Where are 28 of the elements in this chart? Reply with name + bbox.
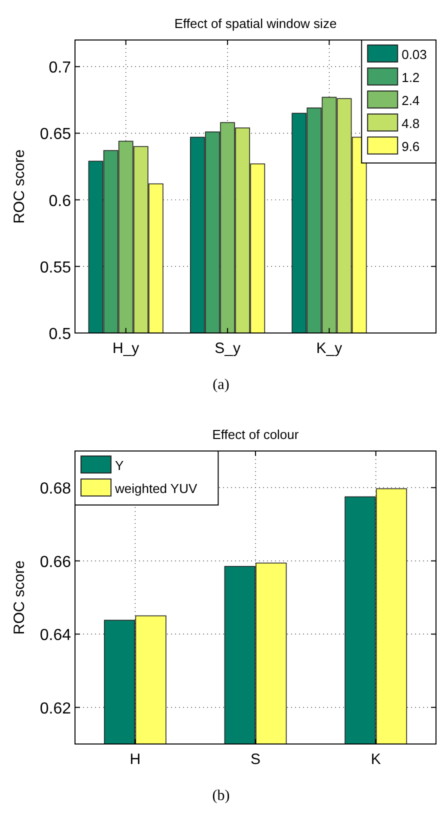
legend-label: Y [115,458,124,473]
chart-title: Effect of colour [212,427,300,442]
x-tick-label: K [370,751,381,768]
y-tick-label: 0.5 [48,326,72,343]
text: (b) [212,788,230,804]
text: (a) [212,377,230,393]
y-tick-label: 0.64 [40,627,72,644]
y-tick-label: 0.7 [48,60,72,77]
y-tick-label: 0.68 [40,480,72,498]
x-tick-label: H [130,751,141,768]
y-axis-title: ROC score [11,149,28,224]
y-tick-label: 0.66 [40,554,72,571]
legend-label: 9.6 [402,139,420,154]
chart-title: Effect of spatial window size [174,16,337,31]
legend-label: 0.03 [402,47,427,62]
legend-label: 4.8 [402,116,420,131]
x-tick-label: H_y [112,340,140,357]
legend-label: weighted YUV [114,481,198,496]
legend-label: 2.4 [402,93,420,108]
y-tick-label: 0.55 [40,259,72,276]
y-tick-label: 0.62 [40,700,72,718]
legend-label: 1.2 [402,70,420,85]
x-tick-label: K_y [316,340,343,357]
y-tick-label: 0.65 [40,126,72,144]
y-axis-title: ROC score [11,560,28,635]
x-tick-label: S [250,751,261,768]
x-tick-label: S_y [214,340,241,357]
y-tick-label: 0.6 [48,192,72,210]
